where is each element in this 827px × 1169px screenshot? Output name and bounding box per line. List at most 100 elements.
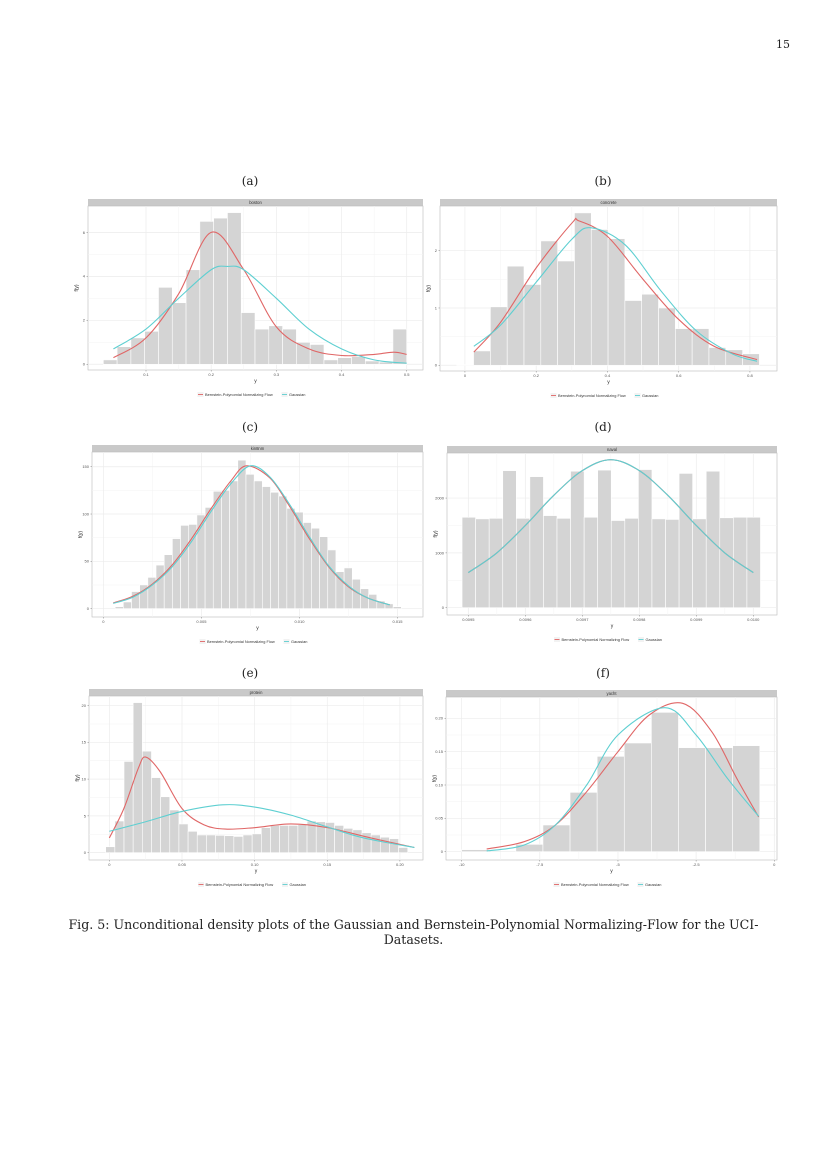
legend-label-gaussian: Gaussian [291, 639, 307, 644]
histogram-bar [389, 838, 399, 853]
y-tick-label: 0.20 [435, 716, 444, 721]
histogram-bar [506, 265, 525, 366]
x-tick-label: -7.5 [536, 862, 544, 867]
histogram-bar [596, 756, 625, 852]
histogram-bar [103, 359, 118, 365]
legend-label-bernstein: Bernstein-Polynomial Normalizing Flow [206, 882, 274, 887]
x-tick-label: 0.05 [178, 862, 187, 867]
page-number: 15 [776, 38, 790, 51]
facet-strip [440, 199, 777, 206]
y-tick-label: 4 [83, 274, 86, 279]
histogram-bar [540, 240, 558, 366]
histogram-bar [253, 480, 263, 609]
x-tick-label: 0.10 [251, 862, 260, 867]
histogram-bar [123, 761, 134, 853]
histogram-bar [543, 515, 558, 609]
y-axis-label: f(y) [74, 284, 80, 292]
histogram-bar [296, 342, 311, 365]
y-tick-label: 20 [82, 703, 87, 708]
histogram-bar [370, 834, 381, 853]
histogram-bar [384, 603, 394, 609]
x-tick-label: 0.0095 [462, 617, 475, 622]
histogram-bar [641, 293, 659, 366]
histogram-bar [254, 328, 270, 365]
histogram-bar [212, 491, 222, 609]
histogram-bar [392, 328, 408, 365]
histogram-bar [242, 834, 253, 853]
legend: Bernstein-Polynomial Normalizing Flow Gau… [550, 393, 658, 398]
histogram-bar [542, 824, 571, 852]
y-axis-label: f(y) [433, 530, 439, 538]
x-tick-label: 0.005 [196, 619, 207, 624]
y-axis-label: f(y) [78, 531, 84, 539]
histogram-bar [623, 742, 652, 852]
histogram-bar [221, 490, 230, 609]
y-tick-label: 0 [84, 850, 87, 855]
histogram-bar [379, 836, 390, 853]
histogram-bar [746, 516, 761, 609]
histogram-bar [678, 473, 693, 609]
histogram-bar [557, 260, 575, 366]
histogram-bar [237, 459, 247, 609]
histogram-bar [556, 518, 571, 609]
legend: Bernstein-Polynomial Normalizing Flow Gau… [554, 637, 662, 642]
histogram-bar [180, 525, 190, 609]
histogram-bar [187, 831, 198, 853]
histogram-bar [245, 474, 255, 609]
x-tick-label: 0.4 [605, 373, 611, 378]
histogram-bar [590, 229, 609, 366]
histogram-bar [392, 606, 402, 609]
histogram-bar [151, 777, 161, 853]
legend-label-bernstein: Bernstein-Polynomial Normalizing Flow [561, 882, 629, 887]
y-axis-label: f(y) [426, 285, 432, 293]
histogram-bar [251, 833, 262, 853]
histogram-bar [114, 606, 124, 609]
histogram-bar [171, 302, 187, 365]
histogram-bar [288, 825, 299, 853]
histogram-bar [624, 300, 643, 366]
histogram-bar [583, 516, 598, 609]
legend-label-gaussian: Gaussian [646, 637, 662, 642]
histogram-bar [240, 312, 256, 365]
y-tick-label: 0 [441, 849, 444, 854]
facet-title: yacht [606, 691, 617, 696]
histogram-bar [473, 350, 491, 366]
histogram-bar [610, 520, 626, 609]
histogram-bar [282, 328, 297, 365]
x-axis-label: y [607, 380, 610, 386]
facet-strip [89, 689, 423, 696]
y-axis-label: f(y) [432, 775, 438, 783]
histogram-bar [297, 824, 308, 853]
histogram-bar [607, 238, 626, 366]
histogram-bar [651, 712, 679, 852]
x-tick-label: 0.6 [676, 373, 682, 378]
histogram-bar [337, 357, 352, 365]
histogram-bar [262, 486, 271, 609]
histogram-bar [270, 825, 280, 853]
histogram-bar [456, 364, 474, 366]
facet-strip [446, 690, 777, 697]
histogram-bar [172, 538, 181, 609]
histogram-bar [488, 518, 504, 609]
y-tick-label: 2 [435, 248, 438, 253]
legend-label-bernstein: Bernstein-Polynomial Normalizing Flow [558, 393, 626, 398]
y-tick-label: 1000 [435, 550, 445, 555]
legend-label-bernstein: Bernstein-Polynomial Normalizing Flow [207, 639, 275, 644]
y-tick-label: 0 [87, 606, 90, 611]
histogram-bar [233, 836, 244, 853]
chart-panel-protein: protein 0 0.05 0.10 0.15 0.20 0 5 10 15 20 y f(y) Ber… [75, 689, 424, 887]
x-tick-label: 0.1 [143, 372, 149, 377]
panel-label-b: (b) [594, 174, 612, 188]
bernstein-flow-curve [486, 702, 760, 850]
x-tick-label: 0.0096 [519, 617, 532, 622]
chart-panel-yacht: yacht -10 -7.5 -5 -2.5 0 0 0.05 0.10 0.15 0.20 y f(y… [432, 690, 778, 887]
facet-title: naval [607, 447, 617, 452]
y-tick-label: 0.05 [435, 816, 444, 821]
legend: Bernstein-Polynomial Normalizing Flow Gau… [197, 392, 305, 397]
histogram-bar [398, 847, 409, 853]
gaussian-curve [113, 465, 390, 606]
histogram-bar [351, 356, 366, 365]
histogram-bar [523, 284, 542, 366]
histogram-bar [261, 827, 271, 853]
